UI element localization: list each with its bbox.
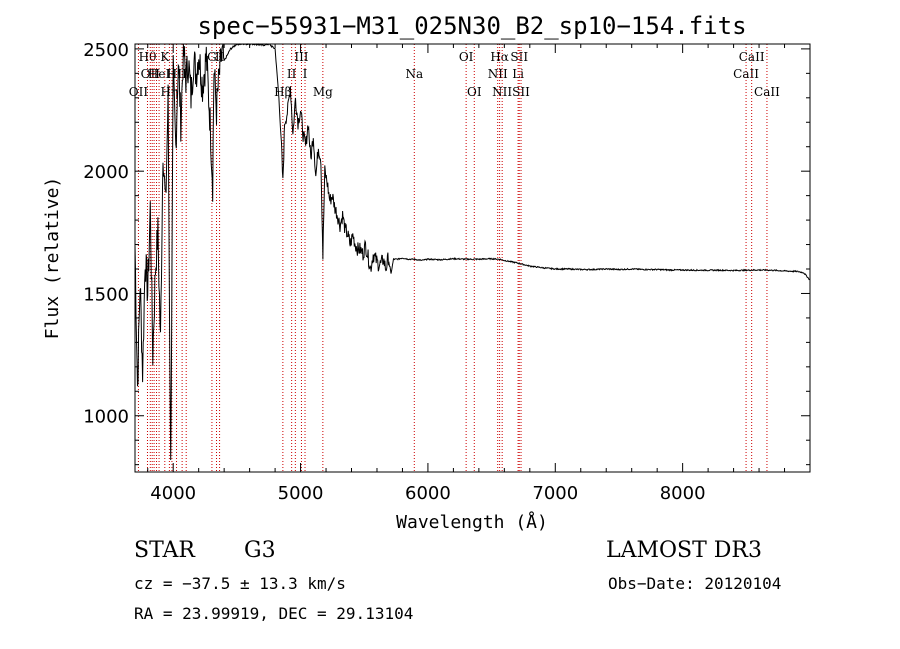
line-marker-label: I bbox=[303, 67, 308, 81]
y-tick-label: 2000 bbox=[83, 162, 129, 183]
line-marker-label: H bbox=[167, 67, 177, 81]
line-marker-label: Mg bbox=[313, 85, 333, 99]
spectrum-line bbox=[134, 43, 811, 461]
y-tick-label: 2500 bbox=[83, 40, 129, 61]
x-tick-label: 7000 bbox=[532, 483, 578, 504]
line-marker-label: Hα bbox=[490, 50, 509, 64]
line-marker-label: III bbox=[294, 50, 308, 64]
line-marker-label: II bbox=[177, 67, 187, 81]
x-tick-label: 5000 bbox=[278, 483, 324, 504]
line-marker-label: OII bbox=[141, 67, 161, 81]
line-marker-label: SII bbox=[510, 50, 528, 64]
y-tick-label: 1500 bbox=[83, 284, 129, 305]
x-tick-label: 6000 bbox=[405, 483, 451, 504]
line-marker-label: OI bbox=[459, 50, 474, 64]
line-marker-label: Hη bbox=[161, 85, 179, 99]
redshift-cz: cz = −37.5 ± 13.3 km/s bbox=[134, 574, 346, 593]
object-subclass: G3 bbox=[244, 538, 276, 563]
line-marker-label: G bbox=[207, 50, 217, 64]
plot-frame bbox=[134, 43, 811, 473]
chart-title: spec−55931−M31_025N30_B2_sp10−154.fits bbox=[197, 12, 746, 40]
line-marker-label: NII bbox=[488, 67, 508, 81]
y-axis-label: Flux (relative) bbox=[42, 177, 63, 340]
line-marker-label: CaII bbox=[739, 50, 765, 64]
y-tick-label: 1000 bbox=[83, 407, 129, 428]
ra-dec-coordinates: RA = 23.99919, DEC = 29.13104 bbox=[134, 604, 414, 623]
line-marker-label: OI bbox=[467, 85, 482, 99]
line-marker-label: SII bbox=[512, 85, 530, 99]
x-tick-label: 8000 bbox=[660, 483, 706, 504]
line-marker-label: OII bbox=[129, 85, 149, 99]
line-marker-label: CaII bbox=[754, 85, 780, 99]
object-class: STAR bbox=[134, 538, 195, 563]
survey-name: LAMOST DR3 bbox=[606, 538, 762, 563]
line-marker-label: NII bbox=[492, 85, 512, 99]
line-marker-label: II bbox=[287, 67, 297, 81]
line-marker-label: CaII bbox=[733, 67, 759, 81]
x-tick-label: 4000 bbox=[150, 483, 196, 504]
line-marker-label: K bbox=[160, 50, 170, 64]
x-axis-label: Wavelength (Å) bbox=[396, 511, 548, 533]
line-marker-label: Na bbox=[405, 67, 423, 81]
observation-date: Obs−Date: 20120104 bbox=[608, 574, 782, 593]
line-marker-label: Li bbox=[512, 67, 524, 81]
